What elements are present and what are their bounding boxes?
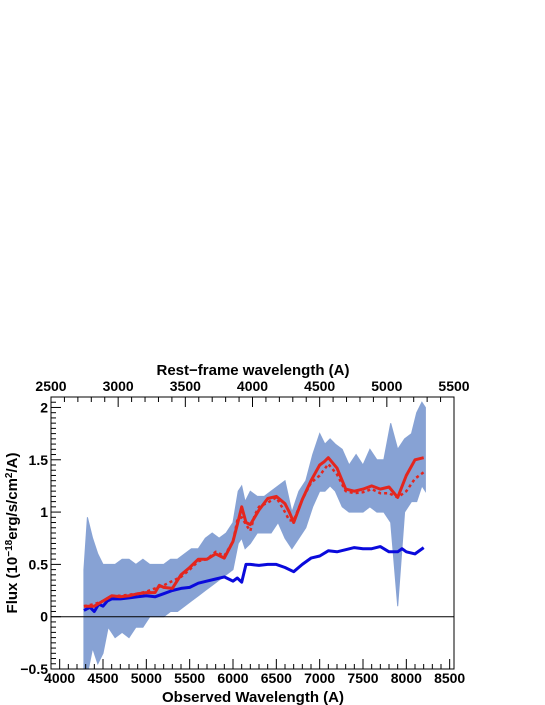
x-tick-label-6000: 6000	[217, 670, 248, 686]
y-tick-label-5: 2	[40, 399, 48, 415]
top-tick-label-5500: 5500	[438, 378, 469, 394]
y-tick-label-2: 0.5	[29, 556, 49, 572]
y-axis-title-mid: erg/s/cm	[4, 478, 21, 540]
x-tick-label-5500: 5500	[174, 670, 205, 686]
x-tick-label-4500: 4500	[87, 670, 118, 686]
x-tick-label-7000: 7000	[304, 670, 335, 686]
top-tick-label-4000: 4000	[237, 378, 268, 394]
top-tick-label-3000: 3000	[103, 378, 134, 394]
top-axis-title: Rest−frame wavelength (A)	[157, 362, 350, 379]
series-0-band	[83, 401, 426, 669]
top-tick-label-5000: 5000	[371, 378, 402, 394]
x-tick-label-6500: 6500	[261, 670, 292, 686]
x-tick-label-8500: 8500	[434, 670, 465, 686]
x-tick-label-8000: 8000	[391, 670, 422, 686]
top-tick-label-3500: 3500	[170, 378, 201, 394]
x-axis-title: Observed Wavelength (A)	[162, 689, 344, 705]
series-1-line	[83, 545, 425, 613]
y-tick-label-4: 1.5	[29, 452, 49, 468]
y-tick-label-0: −0.5	[20, 661, 48, 677]
x-tick-label-4000: 4000	[44, 670, 75, 686]
y-tick-label-1: 0	[40, 609, 48, 625]
top-tick-label-2500: 2500	[35, 378, 66, 394]
x-tick-label-7500: 7500	[347, 670, 378, 686]
y-axis-title-square: 2	[4, 472, 15, 478]
series-3-line	[83, 456, 425, 608]
ticks-layer: 4000 4500 5000 5500 6000 6500 7000 7500 8000 8500…	[20, 378, 469, 686]
series-layer	[83, 401, 426, 669]
y-axis-title-suffix: /A)	[4, 453, 21, 473]
top-tick-label-4500: 4500	[304, 378, 335, 394]
y-axis-title-exponent: −18	[4, 539, 15, 556]
y-axis-title-prefix: Flux (10	[4, 557, 21, 614]
x-tick-label-5000: 5000	[131, 670, 162, 686]
y-axis-title: Flux (10−18erg/s/cm2/A)	[4, 453, 22, 614]
y-tick-label-3: 1	[40, 504, 48, 520]
